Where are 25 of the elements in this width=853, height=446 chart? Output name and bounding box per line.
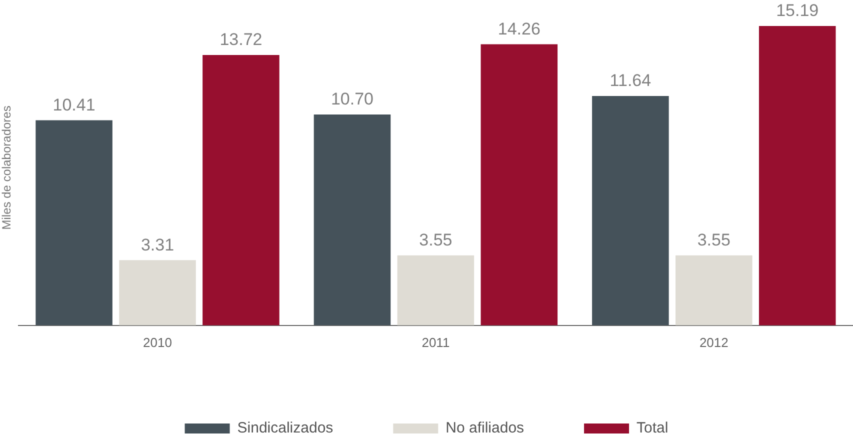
data-label: 10.70 [330,90,374,109]
legend-label: No afiliados [446,420,524,437]
bar [314,114,391,326]
data-label: 13.72 [220,30,262,50]
legend-label: Sindicalizados [237,420,334,437]
bar [397,255,474,326]
data-label: 14.26 [498,19,540,38]
bar [676,255,752,326]
data-label: 3.31 [140,235,174,254]
data-label: 15.19 [776,1,819,20]
data-label: 3.55 [419,230,452,250]
bar [36,120,112,326]
bar [480,44,558,326]
x-tick-label: 2012 [699,334,728,350]
data-label: 11.64 [610,71,652,90]
data-label: 3.55 [697,230,730,250]
bar [202,54,280,326]
x-tick-label: 2011 [422,334,450,350]
x-tick-label: 2010 [143,334,172,350]
bar [758,26,836,326]
bar [119,260,196,326]
data-label: 10.41 [52,95,96,114]
legend-label: Total [636,420,668,437]
y-axis-title: Miles de colaboradores [0,106,14,230]
bar [592,96,669,326]
